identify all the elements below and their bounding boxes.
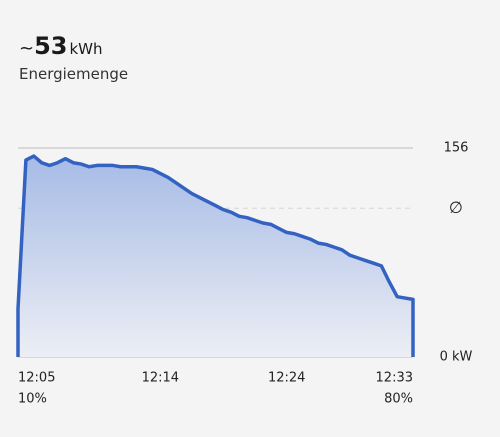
soc-label: 10%	[18, 392, 47, 407]
energy-amount: ~53 kWh	[19, 32, 103, 60]
y-tick-label: 0 kW	[440, 350, 473, 365]
soc-label: 80%	[384, 392, 413, 407]
prefix: ~	[19, 38, 35, 59]
line	[16, 154, 415, 357]
energy-unit: kWh	[69, 40, 103, 58]
average-label: ∅	[449, 198, 463, 217]
x-tick-label: 12:24	[268, 371, 305, 386]
x-tick-label: 12:14	[142, 371, 179, 386]
area	[18, 156, 413, 357]
energy-value: 53	[34, 32, 68, 60]
x-tick-label: 12:05	[18, 371, 55, 386]
y-tick-label: 156	[444, 141, 469, 156]
x-tick-label: 12:33	[376, 371, 413, 386]
subtitle: Energiemenge	[19, 65, 129, 83]
